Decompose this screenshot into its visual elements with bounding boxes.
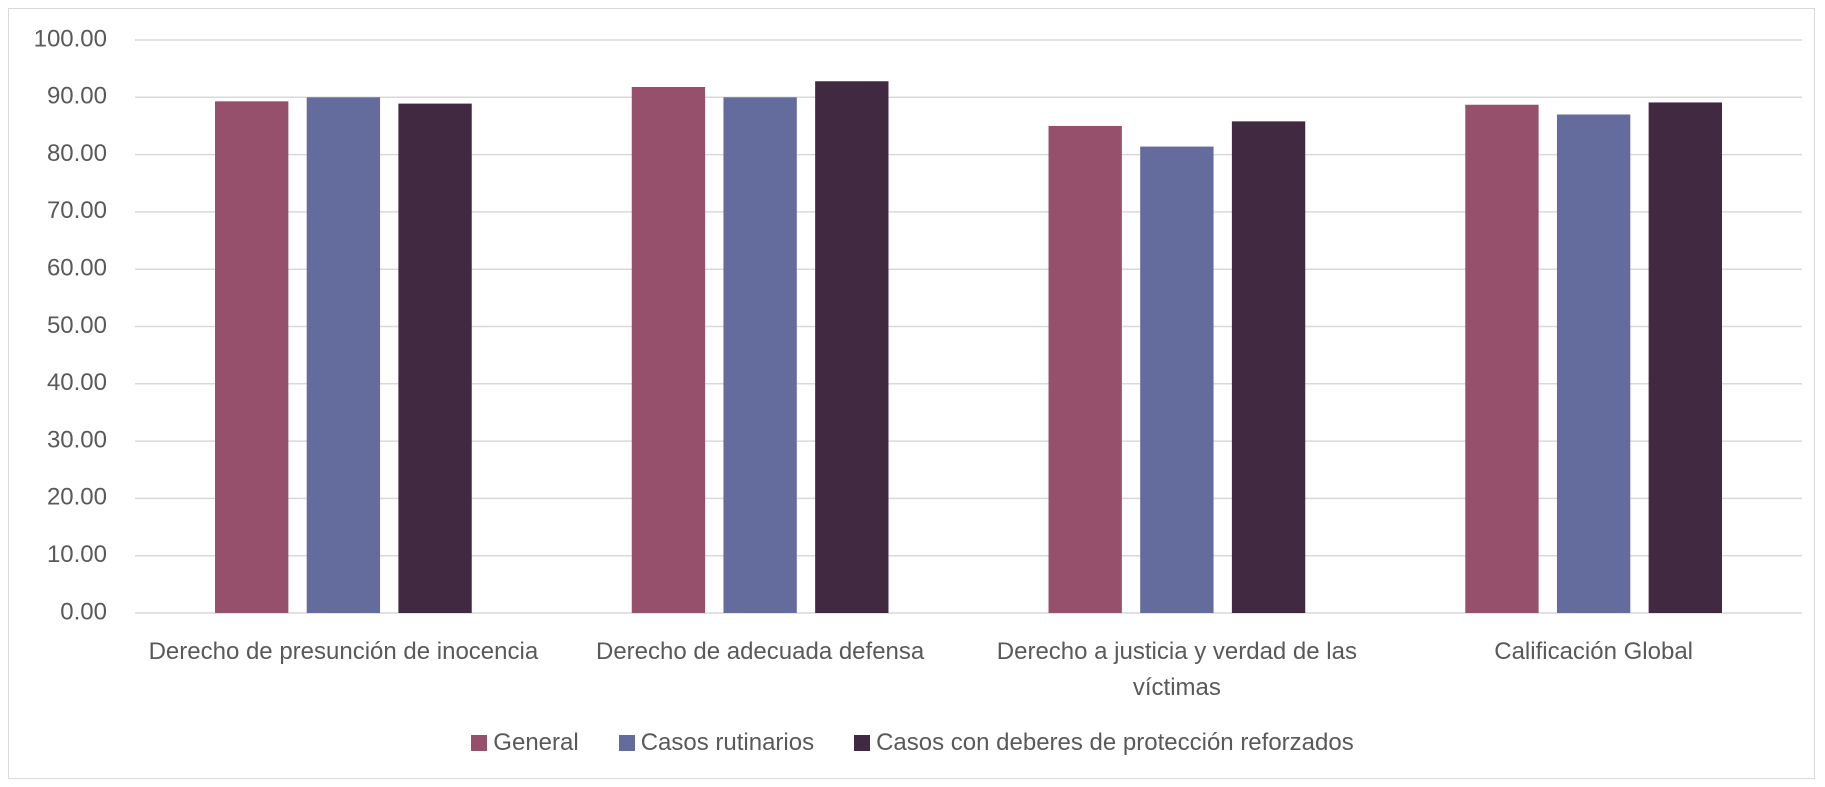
- x-tick-label: Derecho de adecuada defensa: [595, 638, 925, 665]
- bar: [1556, 114, 1631, 614]
- legend-item: General: [471, 729, 579, 757]
- y-tick-label: 100.00: [34, 25, 107, 52]
- y-tick-label: 40.00: [47, 369, 107, 396]
- bar: [631, 86, 706, 613]
- legend: General Casos rutinarios Casos con deberes…: [0, 729, 1825, 757]
- x-tick-label: Calificación Global: [1494, 638, 1693, 665]
- legend-label: General: [493, 729, 579, 756]
- y-tick-label: 50.00: [47, 312, 107, 339]
- bar: [1465, 104, 1539, 614]
- y-tick-label: 60.00: [47, 255, 107, 282]
- legend-label: Casos con deberes de protección reforzad…: [876, 729, 1354, 756]
- bar: [1231, 121, 1306, 613]
- legend-swatch: [854, 735, 871, 751]
- bar: [723, 97, 797, 614]
- bar: [398, 103, 472, 613]
- bar: [815, 81, 889, 614]
- y-tick-label: 70.00: [47, 197, 107, 224]
- legend-label: Casos rutinarios: [640, 729, 815, 756]
- y-tick-label: 30.00: [47, 426, 107, 453]
- bar: [306, 97, 381, 614]
- x-tick-label: Derecho a justicia y verdad de las vícti…: [996, 638, 1357, 701]
- chart-frame: [8, 8, 1815, 779]
- legend-swatch: [471, 735, 488, 751]
- y-tick-label: 0.00: [60, 598, 107, 625]
- bar: [1648, 102, 1722, 613]
- y-tick-label: 80.00: [47, 140, 107, 167]
- legend-item: Casos con deberes de protección reforzad…: [854, 729, 1354, 757]
- bar: [1048, 125, 1122, 613]
- y-tick-label: 90.00: [47, 83, 107, 110]
- y-tick-label: 10.00: [47, 541, 107, 568]
- bar: [1140, 146, 1214, 613]
- legend-swatch: [618, 735, 635, 751]
- legend-item: Casos rutinarios: [618, 729, 815, 757]
- y-tick-label: 20.00: [47, 484, 107, 511]
- bar: [215, 101, 289, 613]
- x-tick-label: Derecho de presunción de inocencia: [148, 638, 539, 665]
